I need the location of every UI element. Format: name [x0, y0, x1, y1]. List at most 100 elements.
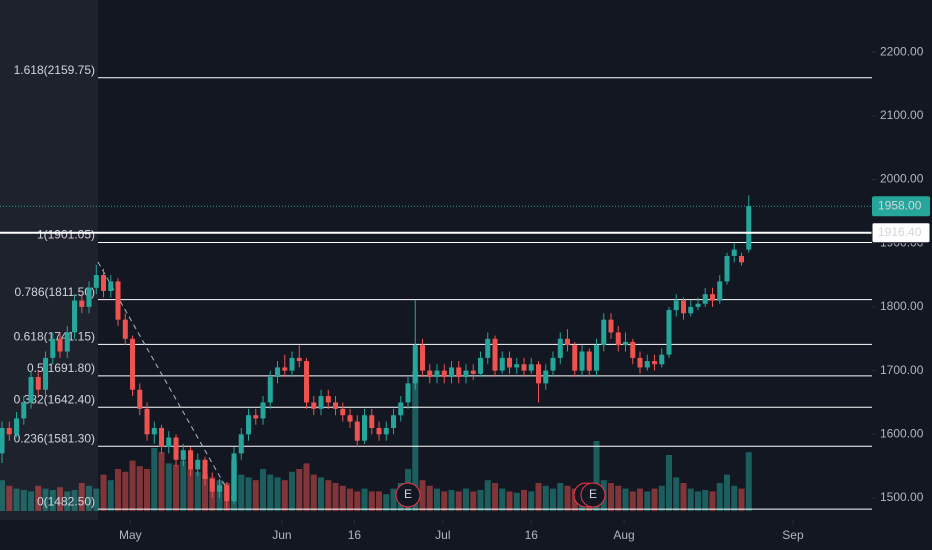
candle-body	[383, 427, 389, 435]
volume-bar	[709, 491, 716, 511]
volume-bar	[426, 485, 433, 511]
volume-bar	[0, 480, 6, 511]
volume-bar	[673, 477, 680, 511]
candle-body	[340, 408, 346, 416]
candle-body	[57, 338, 63, 352]
volume-bar	[107, 480, 114, 511]
volume-bar	[289, 471, 296, 511]
volume-bar	[347, 488, 354, 511]
volume-bar	[651, 488, 658, 511]
candle-body	[586, 351, 592, 371]
candle-body	[0, 427, 5, 454]
candle-body	[195, 459, 201, 470]
volume-bar	[252, 480, 259, 511]
candle-body	[311, 402, 317, 409]
volume-bar	[564, 485, 571, 511]
candle-body	[347, 415, 353, 422]
candle-body	[644, 361, 650, 368]
candle-body	[702, 294, 708, 304]
candle-body	[86, 287, 92, 307]
volume-bar	[557, 483, 564, 511]
volume-bar	[455, 491, 462, 511]
candle-body	[173, 437, 179, 460]
volume-bar	[738, 488, 745, 511]
volume-bar	[622, 488, 629, 511]
volume-bar	[477, 490, 484, 511]
volume-bar	[535, 483, 542, 511]
volume-bar	[441, 491, 448, 511]
candle-body	[543, 370, 549, 384]
candle-body	[688, 306, 694, 314]
y-tick-label: 2100.00	[880, 108, 924, 122]
volume-bar	[260, 469, 267, 511]
volume-bar	[310, 474, 317, 511]
candle-body	[681, 300, 687, 314]
candle-body	[122, 319, 128, 339]
volume-bar	[637, 488, 644, 511]
candle-body	[202, 459, 208, 479]
volume-bar	[521, 490, 528, 511]
candle-body	[115, 281, 121, 320]
volume-bar	[35, 485, 42, 511]
candle-body	[731, 249, 737, 256]
y-tick-label: 2000.00	[880, 172, 924, 186]
volume-bar	[687, 488, 694, 511]
volume-bar	[354, 491, 361, 511]
volume-bar	[194, 471, 201, 511]
x-tick-label: May	[119, 528, 142, 542]
candle-body	[108, 281, 114, 291]
volume-bar	[434, 488, 441, 511]
event-badge[interactable]	[395, 482, 421, 508]
candle-body	[673, 300, 679, 311]
candle-body	[666, 310, 672, 355]
candle-body	[739, 255, 745, 263]
candle-body	[282, 367, 288, 371]
candle-body	[485, 338, 491, 358]
event-badge[interactable]	[580, 482, 606, 508]
candle-body	[615, 332, 621, 346]
volume-bar	[13, 488, 20, 511]
volume-bar	[129, 460, 136, 511]
volume-bar	[695, 491, 702, 511]
candle-body	[209, 478, 215, 492]
volume-bar	[666, 455, 673, 511]
candle-body	[456, 367, 462, 377]
event-label: E	[589, 487, 597, 501]
candle-body	[238, 434, 244, 454]
candle-body	[594, 345, 600, 371]
candle-body	[35, 376, 41, 390]
volume-bar	[339, 485, 346, 511]
candle-body	[710, 294, 716, 301]
candle-body	[478, 357, 484, 374]
candle-body	[325, 396, 331, 403]
candle-body	[253, 415, 259, 419]
volume-bar	[680, 483, 687, 511]
x-tick-label: 16	[525, 528, 539, 542]
candle-body	[93, 275, 99, 288]
x-tick-label: Aug	[613, 528, 634, 542]
volume-bar	[165, 463, 172, 511]
fib-label: 0.5(1691.80)	[27, 361, 95, 375]
candle-body	[275, 367, 281, 377]
candle-body	[64, 332, 70, 352]
volume-bar	[115, 469, 122, 511]
volume-bar	[202, 474, 209, 511]
volume-bar	[78, 483, 85, 511]
volume-bar	[550, 488, 557, 511]
candle-body	[449, 367, 455, 377]
candle-body	[412, 345, 418, 384]
candle-body	[623, 341, 629, 346]
volume-bar	[136, 466, 143, 511]
volume-bar	[281, 480, 288, 511]
volume-bar	[187, 469, 194, 511]
volume-bar	[318, 477, 325, 511]
volume-bar	[100, 474, 107, 511]
y-tick-label: 1700.00	[880, 363, 924, 377]
candle-body	[695, 303, 701, 307]
volume-bar	[528, 491, 535, 511]
candle-body	[267, 376, 273, 403]
candle-body	[746, 206, 752, 250]
candle-body	[405, 383, 411, 403]
volume-bar	[274, 477, 281, 511]
